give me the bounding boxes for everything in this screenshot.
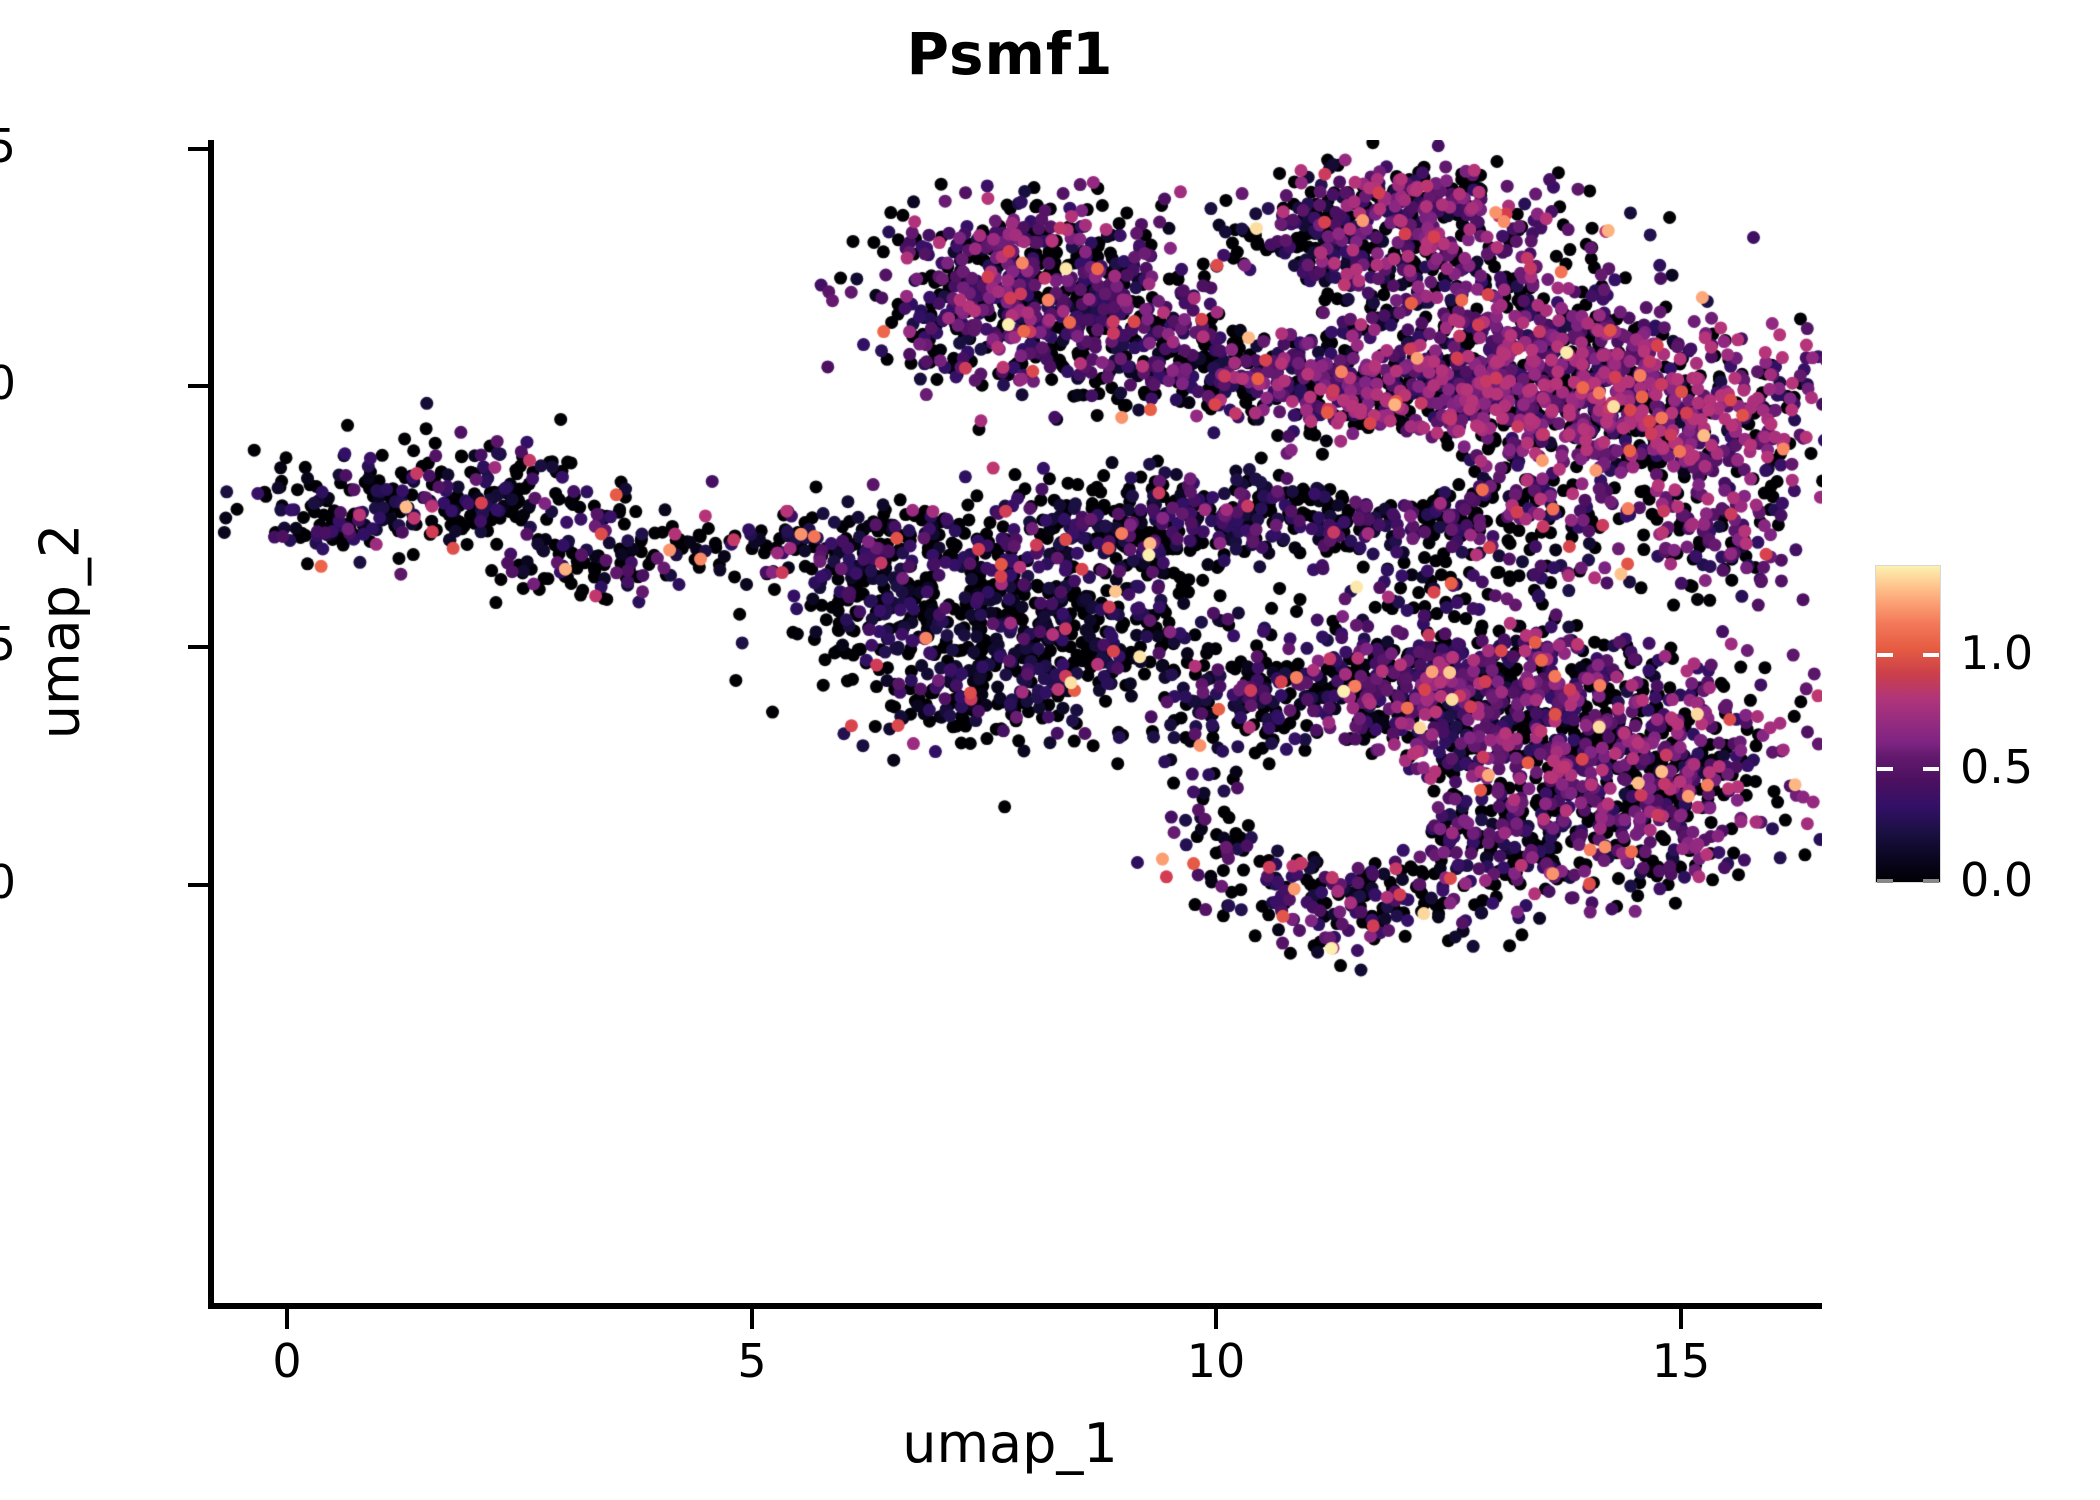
colorbar-tick-mark (1923, 879, 1939, 883)
colorbar-tick-mark (1877, 653, 1893, 657)
x-tick-label: 0 (272, 1334, 302, 1388)
x-tick-mark (1214, 1309, 1218, 1329)
colorbar-tick-label: 1.0 (1960, 626, 2034, 680)
y-tick-mark (188, 645, 208, 649)
y-tick-mark (188, 384, 208, 388)
y-tick-mark (188, 147, 208, 151)
y-tick-label: 15 (0, 119, 16, 173)
colorbar-tick-mark (1877, 879, 1893, 883)
scatter-points-canvas (211, 140, 1822, 1306)
colorbar-tick-mark (1877, 767, 1893, 771)
x-tick-mark (750, 1309, 754, 1329)
colorbar (1875, 565, 1941, 883)
x-tick-label: 15 (1651, 1334, 1711, 1388)
x-axis-label: umap_1 (902, 1412, 1118, 1475)
y-tick-mark (188, 883, 208, 887)
y-tick-label: 10 (0, 356, 16, 410)
y-axis-spine (208, 140, 214, 1309)
colorbar-tick-label: 0.0 (1960, 853, 2034, 907)
x-tick-mark (1679, 1309, 1683, 1329)
page-title: Psmf1 (906, 20, 1114, 88)
colorbar-tick-mark (1923, 653, 1939, 657)
y-tick-label: 5 (0, 617, 16, 671)
x-tick-mark (285, 1309, 289, 1329)
x-axis-spine (211, 1303, 1822, 1309)
scatter-plot-area (211, 140, 1822, 1306)
x-tick-label: 10 (1186, 1334, 1246, 1388)
y-axis-label: umap_2 (28, 523, 92, 740)
x-tick-label: 5 (737, 1334, 767, 1388)
colorbar-tick-label: 0.5 (1960, 740, 2034, 794)
y-tick-label: 0 (0, 855, 16, 909)
colorbar-tick-mark (1923, 767, 1939, 771)
